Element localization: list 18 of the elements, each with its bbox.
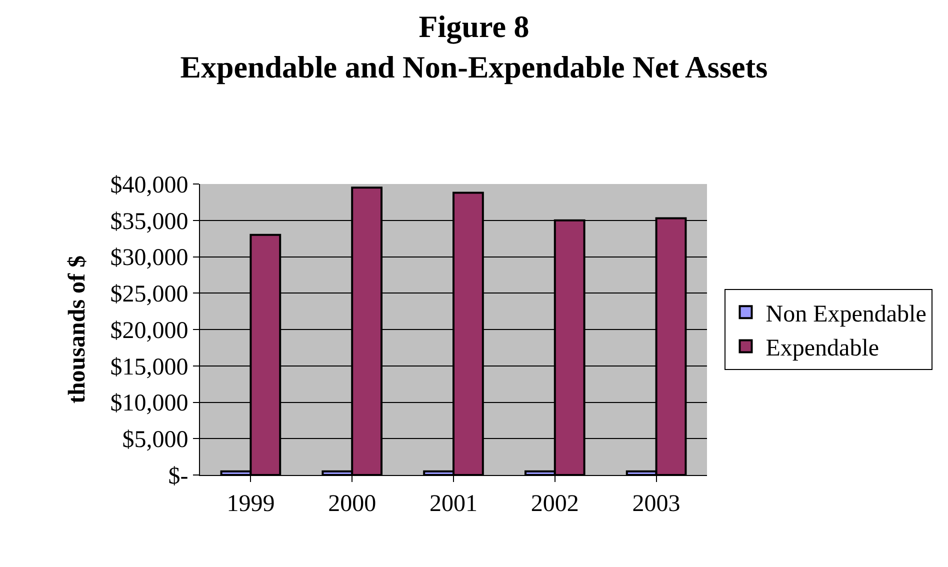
x-tick-label: 2001 xyxy=(430,490,478,517)
y-tick-label: $20,000 xyxy=(110,318,188,344)
y-tick-label: $15,000 xyxy=(110,354,188,380)
y-tick-label: $25,000 xyxy=(110,282,188,308)
legend-label: Non Expendable xyxy=(766,301,926,328)
x-tick-label: 2000 xyxy=(328,490,376,517)
y-tick-label: $30,000 xyxy=(110,245,188,272)
x-tick-label: 2002 xyxy=(530,490,579,517)
y-axis-title: thousands of $ xyxy=(64,255,90,404)
y-tick-label: $10,000 xyxy=(110,390,188,417)
x-tick-label: 2003 xyxy=(632,490,680,517)
y-tick-label: $5,000 xyxy=(122,427,188,454)
y-tick-label: $- xyxy=(168,463,188,490)
y-tick-label: $35,000 xyxy=(110,208,188,235)
chart-title: Figure 8 Expendable and Non-Expendable Net Assets xyxy=(180,9,768,84)
y-tick-label: $40,000 xyxy=(110,172,188,198)
legend-label: Expendable xyxy=(766,336,880,362)
x-tick-label: 1999 xyxy=(226,490,275,517)
